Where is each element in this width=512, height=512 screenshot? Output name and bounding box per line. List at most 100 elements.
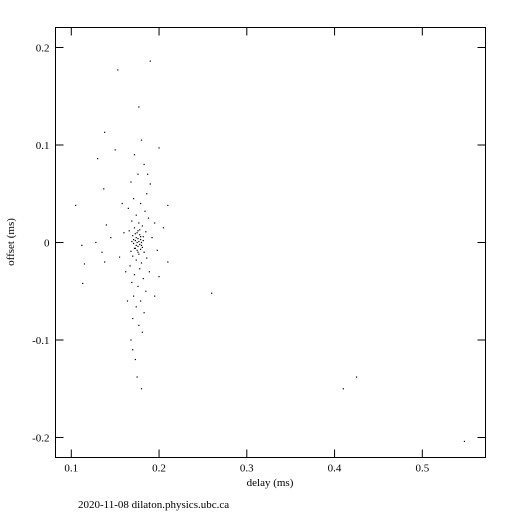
point [146,257,148,259]
point [139,229,141,231]
point [134,233,136,235]
point [95,241,97,244]
x-tick-label: 0.3 [240,463,254,475]
point [131,281,133,284]
point [110,237,112,239]
point [130,250,132,252]
x-axis-label: delay (ms) [247,477,294,489]
point [137,237,139,240]
point [162,227,165,229]
point [147,217,150,219]
point [114,149,116,151]
point [148,271,150,273]
point [83,263,86,265]
point [133,227,136,229]
point [133,274,136,276]
point [134,247,136,249]
x-tick-label: 0.5 [415,463,429,475]
point [143,312,145,314]
point [158,276,160,278]
point [140,236,142,238]
point [143,251,145,253]
point [134,239,136,242]
point [103,188,105,190]
point [136,241,138,244]
point [147,173,149,175]
point [140,241,143,244]
point [135,214,137,216]
point [140,262,143,264]
point [75,204,77,207]
point [355,376,358,378]
point [137,285,139,287]
point [139,243,141,246]
point [141,225,143,227]
point [133,242,135,245]
point [138,106,140,108]
y-axis-label: offset (ms) [5,218,17,266]
point [135,259,137,261]
point [127,207,129,209]
point [141,331,143,333]
point [132,317,134,320]
point [134,358,136,361]
point [149,183,151,185]
point [149,60,151,62]
point [118,256,121,258]
point [82,282,84,285]
point [133,295,135,297]
point [145,231,147,233]
point [156,249,158,251]
footer: 2020-11-08 dilaton.physics.ubc.ca [78,499,229,511]
point [135,244,137,247]
point [211,292,213,294]
point [131,220,133,222]
y-tick-label: 0.2 [36,42,50,54]
x-tick-label: 0.4 [328,463,342,475]
y-tick-label: 0 [44,238,50,250]
point [154,295,156,297]
point [139,234,141,236]
point [136,249,138,251]
point [130,339,132,341]
point [145,290,147,292]
point [143,163,145,166]
point [117,69,119,71]
point [132,255,134,257]
point [140,139,143,141]
point [138,240,140,243]
point [137,230,139,232]
point [140,238,142,241]
point [140,388,143,390]
point [142,236,144,238]
point [128,230,130,232]
point [167,261,169,263]
x-tick-label: 0.2 [152,463,166,475]
point [140,202,142,205]
point [131,240,133,243]
point [101,251,103,253]
point [121,202,123,205]
point [133,238,135,241]
point [138,324,140,326]
point [81,244,83,247]
plot-frame [55,27,486,458]
point [130,181,132,183]
point [129,265,131,267]
point [138,222,140,224]
point [132,235,134,237]
point [137,245,139,248]
point [105,224,107,226]
point [132,349,134,351]
point [125,271,127,273]
point [123,232,125,234]
point [141,246,143,248]
point [133,198,135,200]
point [136,376,138,378]
point [133,154,136,156]
point [154,222,156,224]
point [158,147,160,149]
point [140,300,142,302]
point [142,277,144,280]
